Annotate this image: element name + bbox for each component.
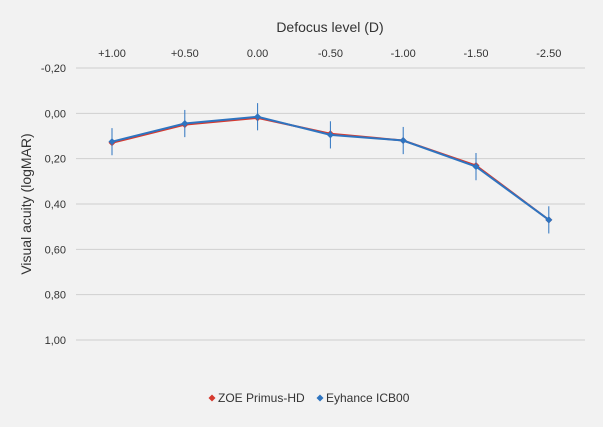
- data-point: [181, 120, 189, 128]
- data-point: [472, 163, 480, 171]
- data-point: [254, 113, 262, 121]
- legend: ZOE Primus-HD Eyhance ICB00: [208, 391, 410, 405]
- data-point: [545, 216, 553, 224]
- x-tick-label: +0.50: [171, 48, 199, 60]
- y-axis-title: Visual acuity (logMAR): [18, 133, 34, 274]
- x-tick-labels: +1.00 +0.50 0.00 -0.50 -1.00 -1.50 -2.50: [98, 48, 561, 60]
- series-layer: [108, 103, 553, 234]
- data-point: [326, 131, 334, 139]
- y-tick-label: -0,20: [41, 63, 66, 75]
- y-tick-label: 0,40: [45, 199, 66, 211]
- legend-label: Eyhance ICB00: [326, 391, 410, 405]
- data-point: [399, 137, 407, 145]
- x-axis-title: Defocus level (D): [276, 19, 383, 35]
- legend-marker: [208, 394, 216, 402]
- x-tick-label: +1.00: [98, 48, 126, 60]
- grid: [76, 67, 585, 341]
- series-1: [108, 103, 553, 234]
- legend-marker: [316, 394, 324, 402]
- y-tick-label: 0,20: [45, 154, 66, 166]
- x-tick-label: -1.50: [463, 48, 488, 60]
- data-point: [108, 138, 116, 146]
- x-tick-label: -2.50: [536, 48, 561, 60]
- y-tick-label: 0,00: [45, 108, 66, 120]
- x-tick-label: -0.50: [318, 48, 343, 60]
- legend-label: ZOE Primus-HD: [218, 391, 305, 405]
- y-tick-label: 0,80: [45, 290, 66, 302]
- y-tick-labels: -0,20 0,00 0,20 0,40 0,60 0,80 1,00: [41, 63, 66, 347]
- x-tick-label: 0.00: [247, 48, 268, 60]
- y-tick-label: 0,60: [45, 244, 66, 256]
- x-tick-label: -1.00: [391, 48, 416, 60]
- y-tick-label: 1,00: [45, 335, 66, 347]
